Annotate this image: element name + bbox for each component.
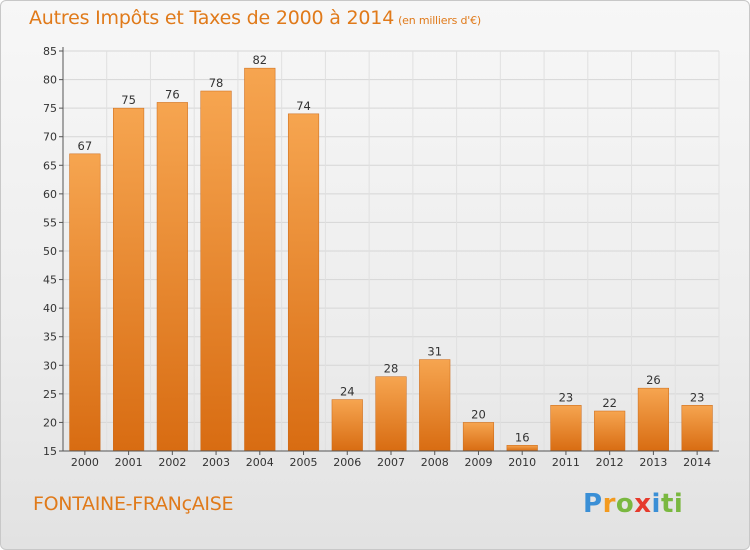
x-tick-label: 2010 (508, 456, 536, 469)
x-tick-label: 2005 (290, 456, 318, 469)
logo-letter: i (651, 489, 661, 519)
y-tick-label: 65 (43, 159, 57, 172)
x-tick-label: 2012 (596, 456, 624, 469)
data-label: 26 (646, 373, 661, 387)
logo-letter: i (673, 489, 684, 519)
y-tick-label: 30 (43, 359, 57, 372)
bar (506, 445, 538, 452)
x-tick-label: 2001 (115, 456, 143, 469)
y-tick-label: 60 (43, 188, 57, 201)
x-tick-label: 2013 (639, 456, 667, 469)
data-label: 23 (690, 390, 705, 404)
data-label: 20 (471, 407, 486, 421)
data-label: 31 (427, 345, 442, 359)
y-tick-label: 75 (43, 102, 57, 115)
x-tick-label: 2002 (158, 456, 186, 469)
bar (69, 153, 101, 452)
bar (681, 405, 713, 452)
x-tick-label: 2009 (464, 456, 492, 469)
bar (637, 387, 669, 452)
x-tick-label: 2000 (71, 456, 99, 469)
data-label: 74 (296, 99, 311, 113)
y-tick-label: 85 (43, 45, 57, 58)
y-tick-label: 45 (43, 274, 57, 287)
y-tick-label: 35 (43, 331, 57, 344)
bar (200, 90, 232, 452)
chart-title: Autres Impôts et Taxes de 2000 à 2014 (en… (29, 7, 481, 29)
bar (156, 102, 188, 452)
x-tick-label: 2004 (246, 456, 274, 469)
data-label: 78 (209, 76, 224, 90)
y-tick-label: 55 (43, 216, 57, 229)
place-name: FONTAINE-FRANçAISE (33, 493, 234, 515)
data-label: 67 (78, 139, 93, 153)
chart-title-text: Autres Impôts et Taxes de 2000 à 2014 (29, 7, 395, 29)
y-tick-label: 20 (43, 416, 57, 429)
proxiti-logo: Proxiti (583, 489, 683, 519)
logo-letter: x (634, 489, 652, 519)
y-tick-label: 80 (43, 74, 57, 87)
y-tick-label: 25 (43, 388, 57, 401)
bar (375, 376, 407, 452)
x-tick-label: 2006 (333, 456, 361, 469)
logo-letter: P (583, 489, 603, 519)
y-tick-label: 70 (43, 131, 57, 144)
y-tick-label: 50 (43, 245, 57, 258)
data-label: 16 (515, 430, 530, 444)
bar (244, 67, 276, 452)
x-tick-label: 2003 (202, 456, 230, 469)
data-label: 76 (165, 87, 180, 101)
data-label: 22 (602, 396, 617, 410)
chart-unit: (en milliers d'€) (398, 14, 481, 27)
logo-letter: o (615, 489, 635, 519)
y-tick-label: 15 (43, 445, 57, 458)
x-tick-label: 2011 (552, 456, 580, 469)
x-tick-label: 2008 (421, 456, 449, 469)
data-label: 23 (559, 390, 574, 404)
bar (594, 410, 626, 452)
bar (419, 359, 451, 452)
data-label: 75 (121, 93, 136, 107)
logo-letter: r (602, 489, 616, 519)
bar (287, 113, 320, 452)
bar (331, 399, 363, 452)
data-label: 82 (252, 53, 267, 67)
bar (550, 405, 582, 452)
x-tick-label: 2014 (683, 456, 711, 469)
data-label: 28 (384, 362, 399, 376)
data-label: 24 (340, 385, 355, 399)
logo-letter: t (660, 489, 674, 519)
y-tick-label: 40 (43, 302, 57, 315)
bar (113, 107, 145, 452)
x-tick-label: 2007 (377, 456, 405, 469)
bar (462, 422, 495, 452)
